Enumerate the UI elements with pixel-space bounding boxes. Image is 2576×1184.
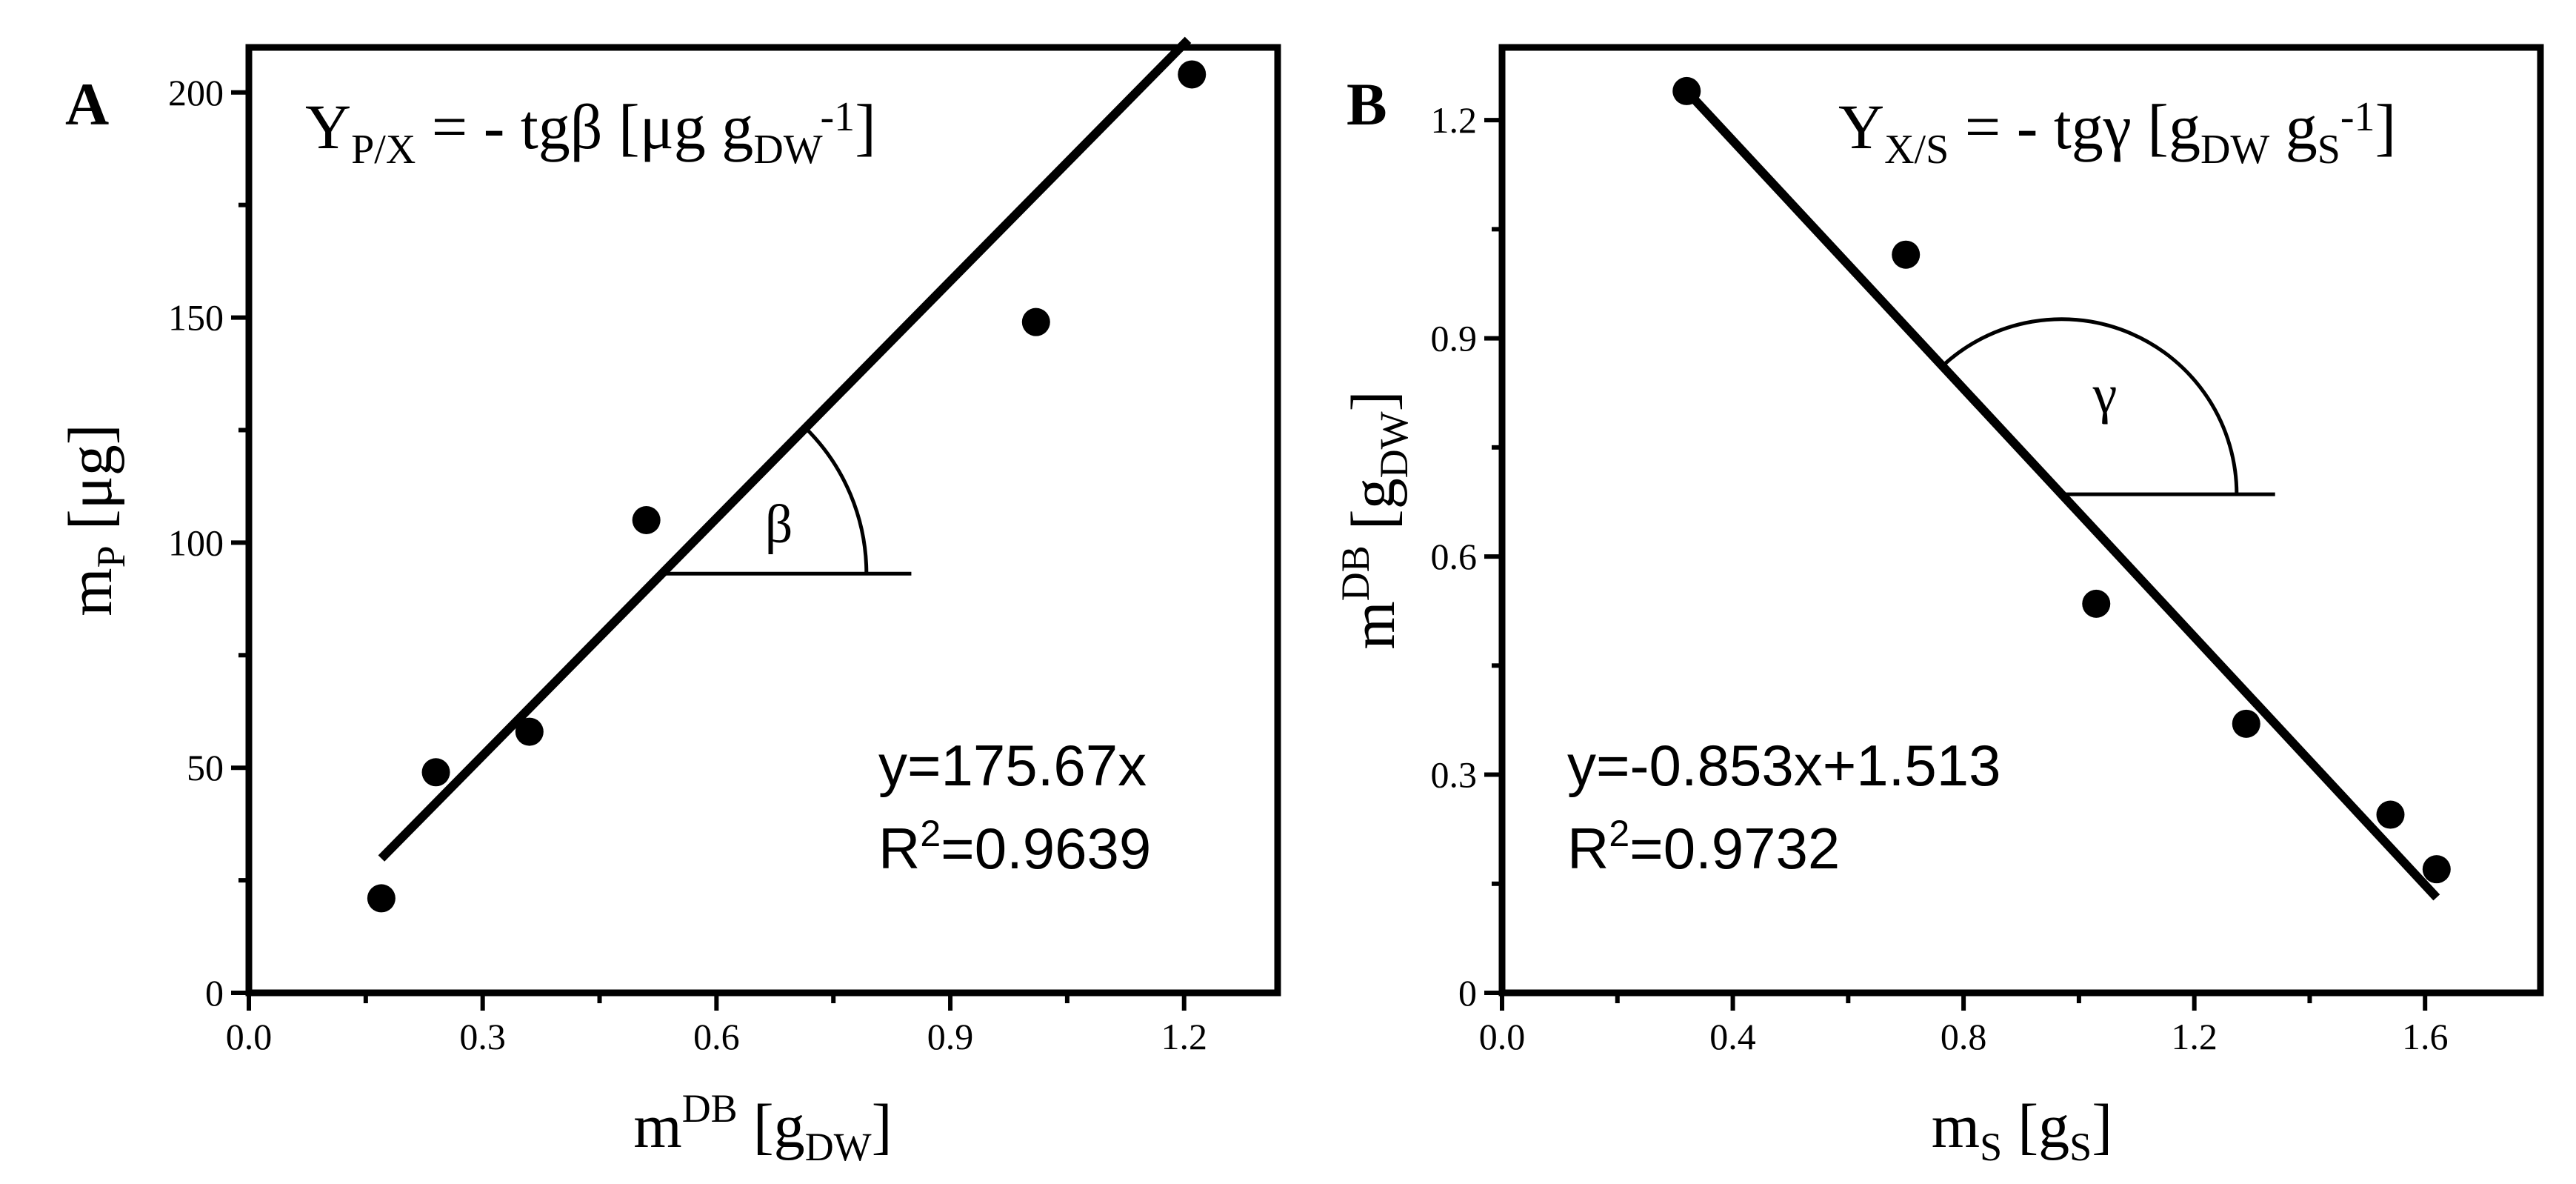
data-point-b xyxy=(2232,709,2260,738)
fit-line-a xyxy=(378,36,1192,862)
x-tick-label-b: 0.8 xyxy=(1941,1016,1987,1057)
y-tick-label-a: 150 xyxy=(168,297,224,339)
y-tick-label-b: 0.6 xyxy=(1431,536,1478,577)
x-tick-label-b: 0.0 xyxy=(1479,1016,1526,1057)
x-tick-label-b: 1.6 xyxy=(2402,1016,2449,1057)
angle-label-b: γ xyxy=(2092,365,2118,425)
yield-formula-a: YP/X = - tgβ [μg gDW-1] xyxy=(305,91,876,173)
data-point-b xyxy=(1892,240,1921,269)
fit-equation-b: y=-0.853x+1.513 xyxy=(1567,733,2001,798)
x-tick-label-a: 0.0 xyxy=(226,1016,273,1057)
data-point-b xyxy=(2376,800,2405,829)
y-axis-title-a: mP [μg] xyxy=(56,424,133,616)
points-a xyxy=(367,60,1207,913)
angle-arc-a xyxy=(804,426,869,574)
x-tick-label-a: 0.3 xyxy=(459,1016,506,1057)
data-point-b xyxy=(2082,589,2111,618)
angle-arc-b xyxy=(1941,317,2239,495)
y-tick-label-b: 0.9 xyxy=(1431,318,1478,359)
x-axis-title-b: mS [gS] xyxy=(1932,1092,2112,1169)
data-point-a xyxy=(367,884,396,913)
panel-b: B YX/S = - tgγ [gDW gS-1] y=-0.853x+1.51… xyxy=(1333,44,2544,1169)
r-squared-b: R2=0.9732 xyxy=(1567,813,1840,881)
panel-letter-b: B xyxy=(1347,70,1387,138)
ticks-a: 0.0 0.3 0.6 0.9 1.2 0 50 100 150 200 xyxy=(168,72,1207,1057)
y-tick-label-b: 0.3 xyxy=(1431,754,1478,796)
angle-b: γ xyxy=(1941,317,2275,496)
panel-a: A YP/X = - tgβ [μg gDW-1] y=175.67x R2=0… xyxy=(56,36,1281,1169)
data-point-a xyxy=(421,758,450,787)
x-tick-label-a: 1.2 xyxy=(1161,1016,1207,1057)
fit-b xyxy=(1689,94,2440,901)
y-tick-label-a: 0 xyxy=(205,972,224,1014)
plot-frame-a xyxy=(245,44,1281,997)
y-tick-label-a: 50 xyxy=(187,747,224,788)
points-b xyxy=(1672,76,2451,884)
r-squared-a: R2=0.9639 xyxy=(878,813,1151,881)
y-axis-title-b: mDB [gDW] xyxy=(1333,390,1416,649)
data-point-a xyxy=(1178,60,1207,89)
angle-label-a: β xyxy=(765,494,793,555)
fit-equation-a: y=175.67x xyxy=(878,733,1147,798)
data-point-a xyxy=(1021,307,1050,336)
x-tick-label-b: 1.2 xyxy=(2171,1016,2218,1057)
y-tick-label-a: 100 xyxy=(168,522,224,563)
fit-a xyxy=(378,36,1192,862)
panel-letter-a: A xyxy=(65,70,109,138)
data-point-a xyxy=(632,506,661,534)
y-tick-label-b: 1.2 xyxy=(1431,99,1478,141)
y-tick-label-b: 0 xyxy=(1458,972,1477,1014)
x-axis-title-a: mDB [gDW] xyxy=(633,1086,892,1169)
angle-a: β xyxy=(661,426,912,576)
plot-frame-b xyxy=(1498,44,2544,997)
yield-formula-b: YX/S = - tgγ [gDW gS-1] xyxy=(1838,91,2396,173)
fit-line-b xyxy=(1689,94,2440,901)
x-tick-label-a: 0.9 xyxy=(927,1016,974,1057)
x-tick-label-a: 0.6 xyxy=(693,1016,740,1057)
data-point-b xyxy=(2422,855,2451,884)
data-point-b xyxy=(1672,76,1701,105)
y-tick-label-a: 200 xyxy=(168,72,224,113)
x-tick-label-b: 0.4 xyxy=(1709,1016,1756,1057)
ticks-b: 0.0 0.4 0.8 1.2 1.6 0 0.3 0.6 0.9 1.2 xyxy=(1431,99,2449,1057)
data-point-a xyxy=(515,717,544,746)
